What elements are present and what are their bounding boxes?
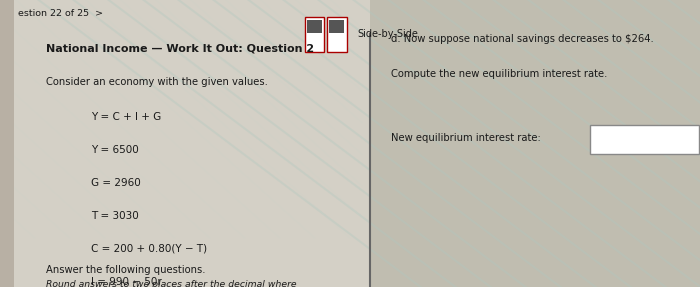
Text: I = 990 − 50r: I = 990 − 50r [91, 277, 162, 287]
Text: C = 200 + 0.80(Y − T): C = 200 + 0.80(Y − T) [91, 244, 207, 254]
Bar [370, 0, 700, 287]
FancyBboxPatch shape [327, 17, 346, 52]
Text: T = 3030: T = 3030 [91, 211, 139, 221]
Text: Consider an economy with the given values.: Consider an economy with the given value… [46, 77, 267, 88]
Text: Side-by-Side: Side-by-Side [357, 30, 418, 39]
Text: National Income — Work It Out: Question 2: National Income — Work It Out: Question … [46, 43, 314, 53]
Text: New equilibrium interest rate:: New equilibrium interest rate: [391, 133, 540, 143]
Bar [0, 0, 14, 287]
Text: Round answers to two places after the decimal where: Round answers to two places after the de… [46, 280, 296, 287]
Text: estion 22 of 25  >: estion 22 of 25 > [18, 9, 103, 18]
Bar [0, 0, 370, 287]
Text: Answer the following questions.: Answer the following questions. [46, 265, 205, 276]
FancyBboxPatch shape [307, 20, 322, 33]
Text: G = 2960: G = 2960 [91, 178, 141, 188]
Text: Y = 6500: Y = 6500 [91, 145, 139, 155]
Text: d. Now suppose national savings decreases to $264.: d. Now suppose national savings decrease… [391, 34, 653, 44]
FancyBboxPatch shape [304, 17, 324, 52]
Text: Y = C + I + G: Y = C + I + G [91, 112, 161, 122]
FancyBboxPatch shape [590, 125, 699, 154]
Text: Compute the new equilibrium interest rate.: Compute the new equilibrium interest rat… [391, 69, 607, 79]
FancyBboxPatch shape [329, 20, 344, 33]
